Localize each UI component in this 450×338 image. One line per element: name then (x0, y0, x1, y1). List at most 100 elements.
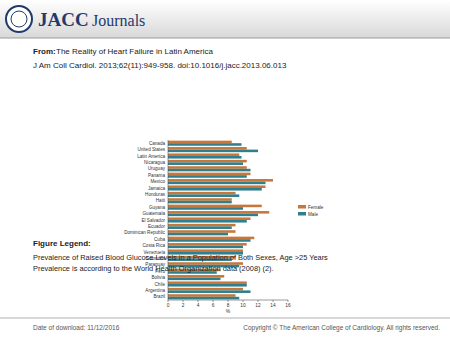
tick (258, 300, 259, 302)
bar (168, 179, 273, 182)
category-label: Haiti (156, 198, 165, 203)
bar (168, 150, 258, 153)
bar (168, 284, 247, 287)
legend-swatch (298, 205, 306, 209)
tick-label: 4 (197, 303, 200, 308)
bar (168, 226, 232, 229)
category-label: Panama (148, 173, 166, 178)
from-label: From: (33, 47, 56, 56)
bar (168, 220, 247, 223)
page: JACCJournalsFrom:The Reality of Heart Fa… (0, 0, 450, 338)
tick (198, 300, 199, 302)
bar (168, 160, 247, 163)
tick (213, 300, 214, 302)
copyright: Copyright © The American College of Card… (243, 324, 440, 332)
tick-label: 6 (212, 303, 215, 308)
legend-label: Female (308, 205, 324, 210)
bar (168, 188, 262, 191)
category-label: Latin America (137, 154, 165, 159)
tick (228, 300, 229, 302)
bar (168, 205, 262, 208)
category-label: Guyana (149, 205, 166, 210)
bar (168, 275, 224, 278)
category-label: Uruguay (148, 166, 166, 171)
category-label: Guatemala (143, 211, 166, 216)
bar (168, 249, 243, 252)
tick-label: 16 (285, 303, 291, 308)
category-label: Jamaica (148, 186, 166, 191)
bar (168, 207, 243, 210)
bar (168, 246, 243, 249)
tick (288, 300, 289, 302)
category-label: Bolivia (151, 275, 165, 280)
bar (168, 281, 247, 284)
tick-label: 0 (167, 303, 170, 308)
category-label: Ecuador (148, 224, 166, 229)
bar (168, 214, 258, 217)
bars (168, 141, 273, 300)
category-label: El Salvador (142, 218, 166, 223)
category-label: United States (137, 147, 165, 152)
bar (168, 243, 247, 246)
bar (168, 294, 236, 297)
bar (168, 297, 239, 300)
tick-label: 14 (270, 303, 276, 308)
legend-swatch (298, 212, 306, 216)
bar (168, 224, 236, 227)
logo-emblem (6, 6, 32, 32)
figure-legend-text: Prevalence is according to the World Hea… (33, 264, 274, 273)
logo-emblem-inner (11, 11, 27, 27)
bar (168, 166, 247, 169)
bar (168, 290, 251, 293)
axis-label: % (226, 308, 231, 314)
citation: J Am Coll Cardiol. 2013;62(11):949-958. … (33, 61, 287, 70)
bar (168, 175, 247, 178)
header-rule (0, 38, 450, 39)
legend-label: Male (308, 212, 318, 217)
tick (273, 300, 274, 302)
y-axis (168, 140, 169, 300)
category-label: Brazil (154, 294, 166, 299)
category-label: Mexico (150, 179, 165, 184)
tick-label: 10 (240, 303, 246, 308)
bar (168, 278, 221, 281)
category-label: Argentina (145, 288, 165, 293)
bar (168, 239, 251, 242)
category-label: Honduras (145, 192, 166, 197)
bar (168, 143, 242, 146)
bar (168, 169, 251, 172)
bar (168, 141, 232, 144)
bar (168, 201, 232, 204)
figure-legend-heading: Figure Legend: (33, 239, 91, 248)
tick-label: 2 (182, 303, 185, 308)
download-date: Date of download: 11/12/2016 (33, 324, 120, 331)
bar (168, 233, 228, 236)
footer-rule (0, 318, 450, 319)
category-label: Canada (149, 141, 166, 146)
bar (168, 162, 243, 165)
bar (168, 217, 251, 220)
category-label: Cuba (154, 237, 165, 242)
bar (168, 288, 243, 291)
bar (168, 230, 236, 233)
tick-label: 12 (255, 303, 261, 308)
bar (168, 237, 254, 240)
bar (168, 156, 242, 159)
bar (168, 211, 269, 214)
category-label: Nicaragua (144, 160, 165, 165)
bar (168, 173, 251, 176)
bar (168, 198, 232, 201)
tick (168, 300, 169, 302)
category-label: Costa Rica (143, 243, 166, 248)
category-label: Dominican Republic (124, 230, 166, 235)
figure-legend-text: Prevalence of Raised Blood Glucose Level… (33, 253, 328, 262)
bar (168, 194, 239, 197)
bar (168, 147, 247, 150)
journal-suffix: Journals (92, 12, 145, 29)
bar (168, 182, 266, 185)
bar (168, 185, 266, 188)
article-title: The Reality of Heart Failure in Latin Am… (56, 47, 214, 56)
category-label: Chile (155, 282, 166, 287)
bar (168, 192, 236, 195)
header-band (0, 0, 450, 38)
